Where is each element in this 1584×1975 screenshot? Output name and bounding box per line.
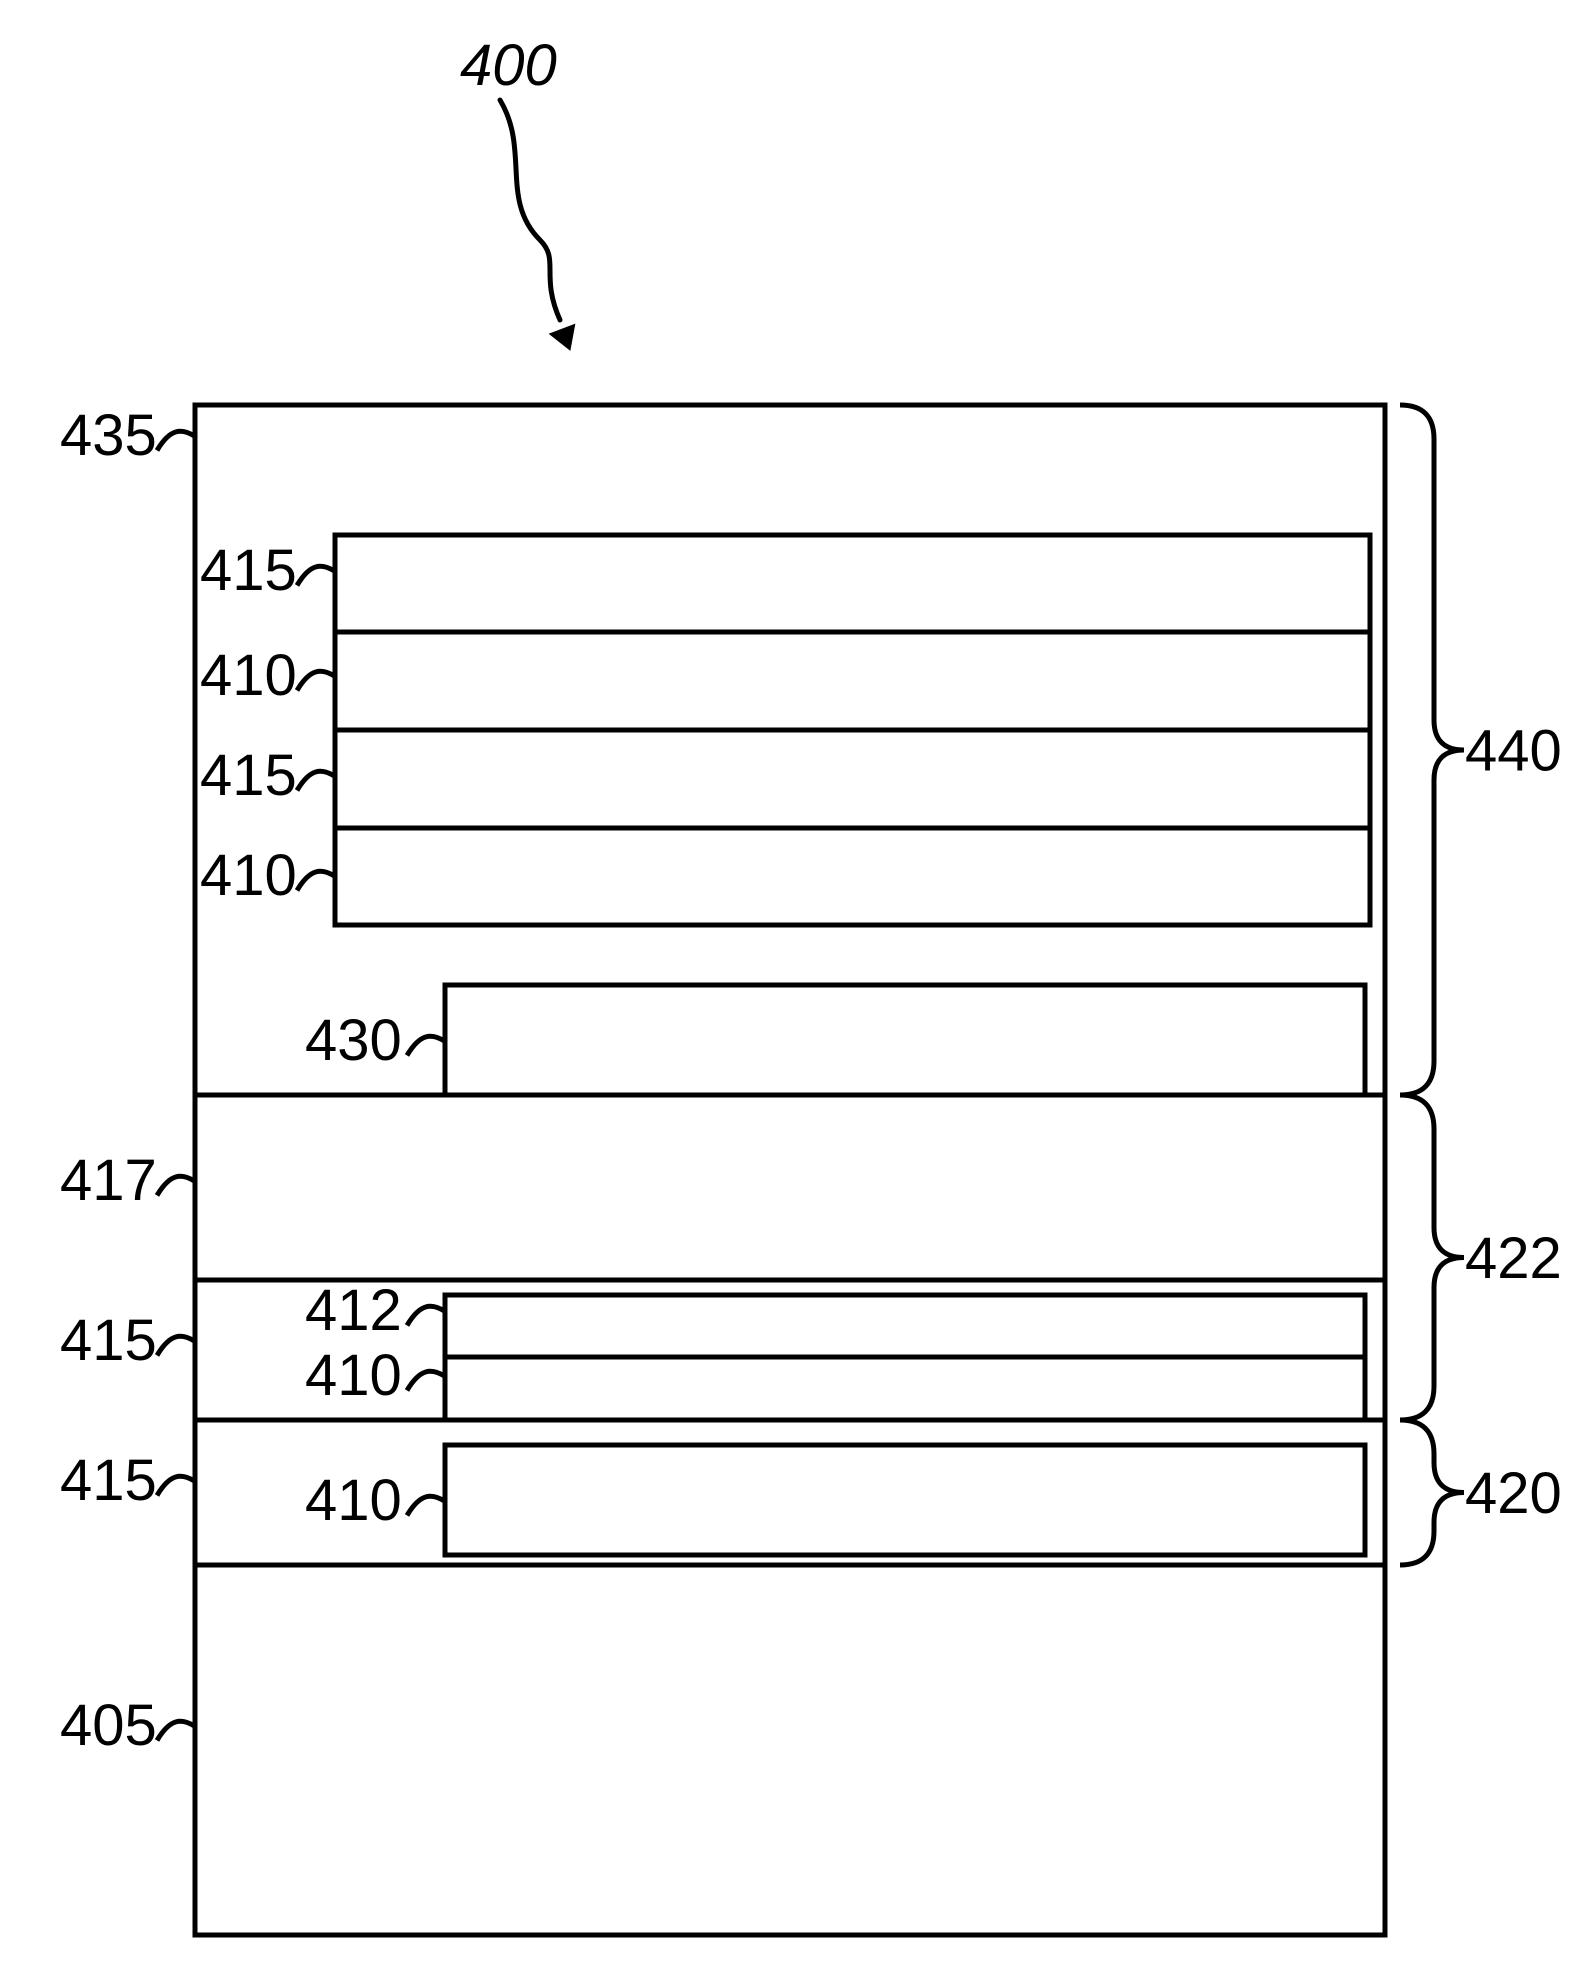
ref-label: 417 [60,1148,157,1213]
ref-label: 412 [305,1278,402,1343]
ref-label: 435 [60,403,157,468]
layer-r410b [445,1357,1365,1420]
ref-tick [157,1176,195,1195]
ref-label: 415 [60,1448,157,1513]
ref-label: 405 [60,1693,157,1758]
ref-label: 410 [305,1343,402,1408]
ref-label: 415 [200,538,297,603]
brace [1400,405,1464,1095]
brace [1400,1420,1464,1565]
arrowhead-icon [550,324,575,350]
ref-label: 430 [305,1008,402,1073]
brace-label: 422 [1465,1226,1562,1291]
ref-tick [157,1476,195,1495]
figure-ref-arrow [500,100,560,320]
ref-label: 415 [200,743,297,808]
ref-tick [157,1336,195,1355]
layer-r412 [445,1295,1365,1357]
ref-tick [157,431,195,450]
layer-r430 [445,985,1365,1095]
layer-r410c [445,1445,1365,1555]
ref-label: 410 [200,643,297,708]
brace-label: 440 [1465,718,1562,783]
figure-ref: 400 [460,33,557,98]
ref-label: 410 [305,1468,402,1533]
ref-label: 415 [60,1308,157,1373]
ref-label: 410 [200,843,297,908]
ref-tick [157,1721,195,1740]
brace-label: 420 [1465,1461,1562,1526]
brace [1400,1095,1464,1420]
